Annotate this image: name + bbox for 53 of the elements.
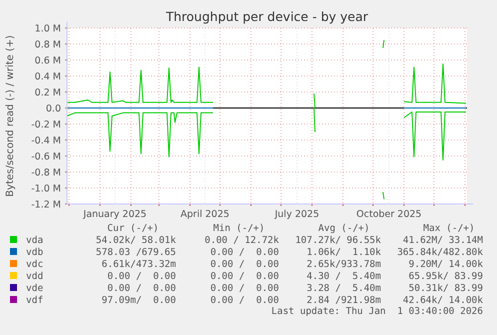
text: 365.84k/482.80k bbox=[397, 247, 484, 258]
legend-label: vdb bbox=[26, 247, 44, 258]
y-tick-label: -0.2 M bbox=[31, 119, 61, 130]
legend-label: vde bbox=[26, 283, 44, 294]
text: 2.84 /921.98m bbox=[306, 295, 382, 306]
text: 0.00 / 0.00 bbox=[210, 295, 280, 306]
y-tick-label: 1.0 M bbox=[34, 23, 61, 34]
x-tick-label: January 2025 bbox=[82, 209, 147, 220]
text: 9.20M/ 14.00k bbox=[408, 259, 484, 270]
text: 0.00 / 0.00 bbox=[210, 259, 280, 270]
text: 0.00 / 0.00 bbox=[107, 283, 176, 294]
text: 6.61k/473.32m bbox=[102, 259, 176, 270]
text: 0.00 / 12.72k bbox=[204, 235, 280, 246]
y-tick-label: 0.8 M bbox=[34, 39, 61, 50]
y-tick-label: -1.0 M bbox=[31, 183, 61, 194]
text: 578.03 /679.65 bbox=[96, 247, 176, 258]
x-tick-label: April 2025 bbox=[180, 209, 230, 220]
text: 50.31k/ 83.99 bbox=[408, 283, 484, 294]
text: 97.09m/ 0.00 bbox=[102, 295, 176, 306]
text: 4.30 / 5.40m bbox=[306, 271, 382, 282]
chart-title: Throughput per device - by year bbox=[164, 9, 369, 24]
text: Last update: Thu Jan 1 03:40:00 2026 bbox=[271, 306, 484, 317]
y-tick-label: 0.4 M bbox=[34, 71, 61, 82]
text: Avg (-/+) bbox=[318, 223, 370, 234]
y-tick-label: 0.6 M bbox=[34, 55, 61, 66]
x-tick-label: July 2025 bbox=[274, 209, 320, 220]
text: 0.00 / 0.00 bbox=[210, 247, 280, 258]
legend-label: vdf bbox=[26, 295, 44, 306]
text: 2.65k/933.78m bbox=[306, 259, 382, 270]
legend-label: vdc bbox=[26, 259, 44, 270]
y-tick-label: -0.6 M bbox=[31, 151, 61, 162]
text: 54.02k/ 58.01k bbox=[96, 235, 176, 246]
text: 0.00 / 0.00 bbox=[210, 283, 280, 294]
x-tick-label: October 2025 bbox=[356, 209, 422, 220]
text: 41.62M/ 33.14M bbox=[402, 235, 484, 246]
text: 0.00 / 0.00 bbox=[210, 271, 280, 282]
text: Max (-/+) bbox=[423, 223, 475, 234]
y-tick-label: -0.4 M bbox=[31, 135, 61, 146]
text: Min (-/+) bbox=[213, 223, 265, 234]
legend-label: vdd bbox=[26, 271, 44, 282]
text: 107.27k/ 96.55k bbox=[295, 235, 382, 246]
text: Cur (-/+) bbox=[107, 223, 159, 234]
text: 65.95k/ 83.99 bbox=[408, 271, 484, 282]
text: 0.00 / 0.00 bbox=[107, 271, 176, 282]
y-axis-title: Bytes/second read (-) / write (+) bbox=[5, 35, 16, 197]
y-tick-label: -0.8 M bbox=[31, 167, 61, 178]
y-tick-label: 0.2 M bbox=[34, 87, 61, 98]
legend-label: vda bbox=[26, 235, 44, 246]
text: 1.06k/ 1.10k bbox=[306, 247, 382, 258]
text: 42.64k/ 14.00k bbox=[402, 295, 484, 306]
y-tick-label: 0.0 bbox=[46, 103, 61, 114]
y-tick-label: -1.2 M bbox=[31, 199, 61, 210]
text: 3.28 / 5.40m bbox=[306, 283, 382, 294]
